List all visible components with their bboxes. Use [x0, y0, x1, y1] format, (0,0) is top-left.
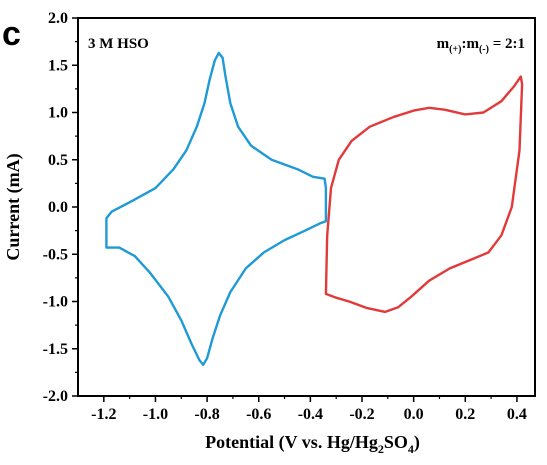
x-title-sub-2: 2: [378, 442, 384, 456]
tick-layer: -1.2 -1.0 -0.8 -0.6 -0.4 -0.2 0.0 0.2 0.4 -2.0 -1.…: [43, 10, 527, 423]
x-tick-label: -1.0: [143, 406, 168, 423]
annotation-mass-ratio: m(+):m(-) = 2:1: [437, 36, 525, 55]
mass-ratio-sub-minus: (-): [479, 44, 489, 55]
x-tick-label: -0.6: [246, 406, 271, 423]
x-title-sub-4: 4: [408, 442, 414, 456]
y-tick-label: 1.5: [48, 57, 68, 74]
y-tick-label: -2.0: [43, 388, 68, 405]
y-tick-label: 0.5: [48, 152, 68, 169]
cv-curve-1: [105, 51, 328, 366]
mass-ratio-value: = 2:1: [489, 36, 525, 52]
x-tick-label: 0.2: [455, 406, 475, 423]
mass-ratio-m2: :m: [461, 36, 479, 52]
x-tick-label: -0.2: [349, 406, 374, 423]
plot-frame: [77, 17, 536, 397]
x-title-part-c: ): [414, 432, 420, 453]
annotation-electrolyte: 3 M HSO: [88, 36, 149, 52]
y-tick-label: 1.0: [48, 105, 68, 122]
y-tick-label: 2.0: [48, 10, 68, 27]
y-axis-title: Current (mA): [3, 153, 24, 260]
x-axis-title: Potential (V vs. Hg/Hg2SO4): [205, 432, 420, 456]
x-title-part-a: Potential (V vs. Hg/Hg: [205, 432, 378, 453]
y-tick-label: 0.0: [48, 199, 68, 216]
series-layer: [105, 51, 524, 366]
x-tick-label: 0.0: [404, 406, 424, 423]
x-tick-label: -1.2: [91, 406, 116, 423]
x-title-part-b: SO: [384, 432, 408, 452]
x-tick-label: -0.8: [194, 406, 219, 423]
mass-ratio-sub-plus: (+): [449, 44, 461, 55]
y-tick-label: -1.5: [43, 341, 68, 358]
cv-curve-2: [324, 75, 524, 314]
mass-ratio-m1: m: [437, 36, 450, 52]
y-tick-label: -1.0: [43, 294, 68, 311]
y-tick-label: -0.5: [43, 246, 68, 263]
x-tick-label: -0.4: [298, 406, 323, 423]
panel-letter: c: [2, 15, 21, 53]
x-tick-label: 0.4: [507, 406, 527, 423]
